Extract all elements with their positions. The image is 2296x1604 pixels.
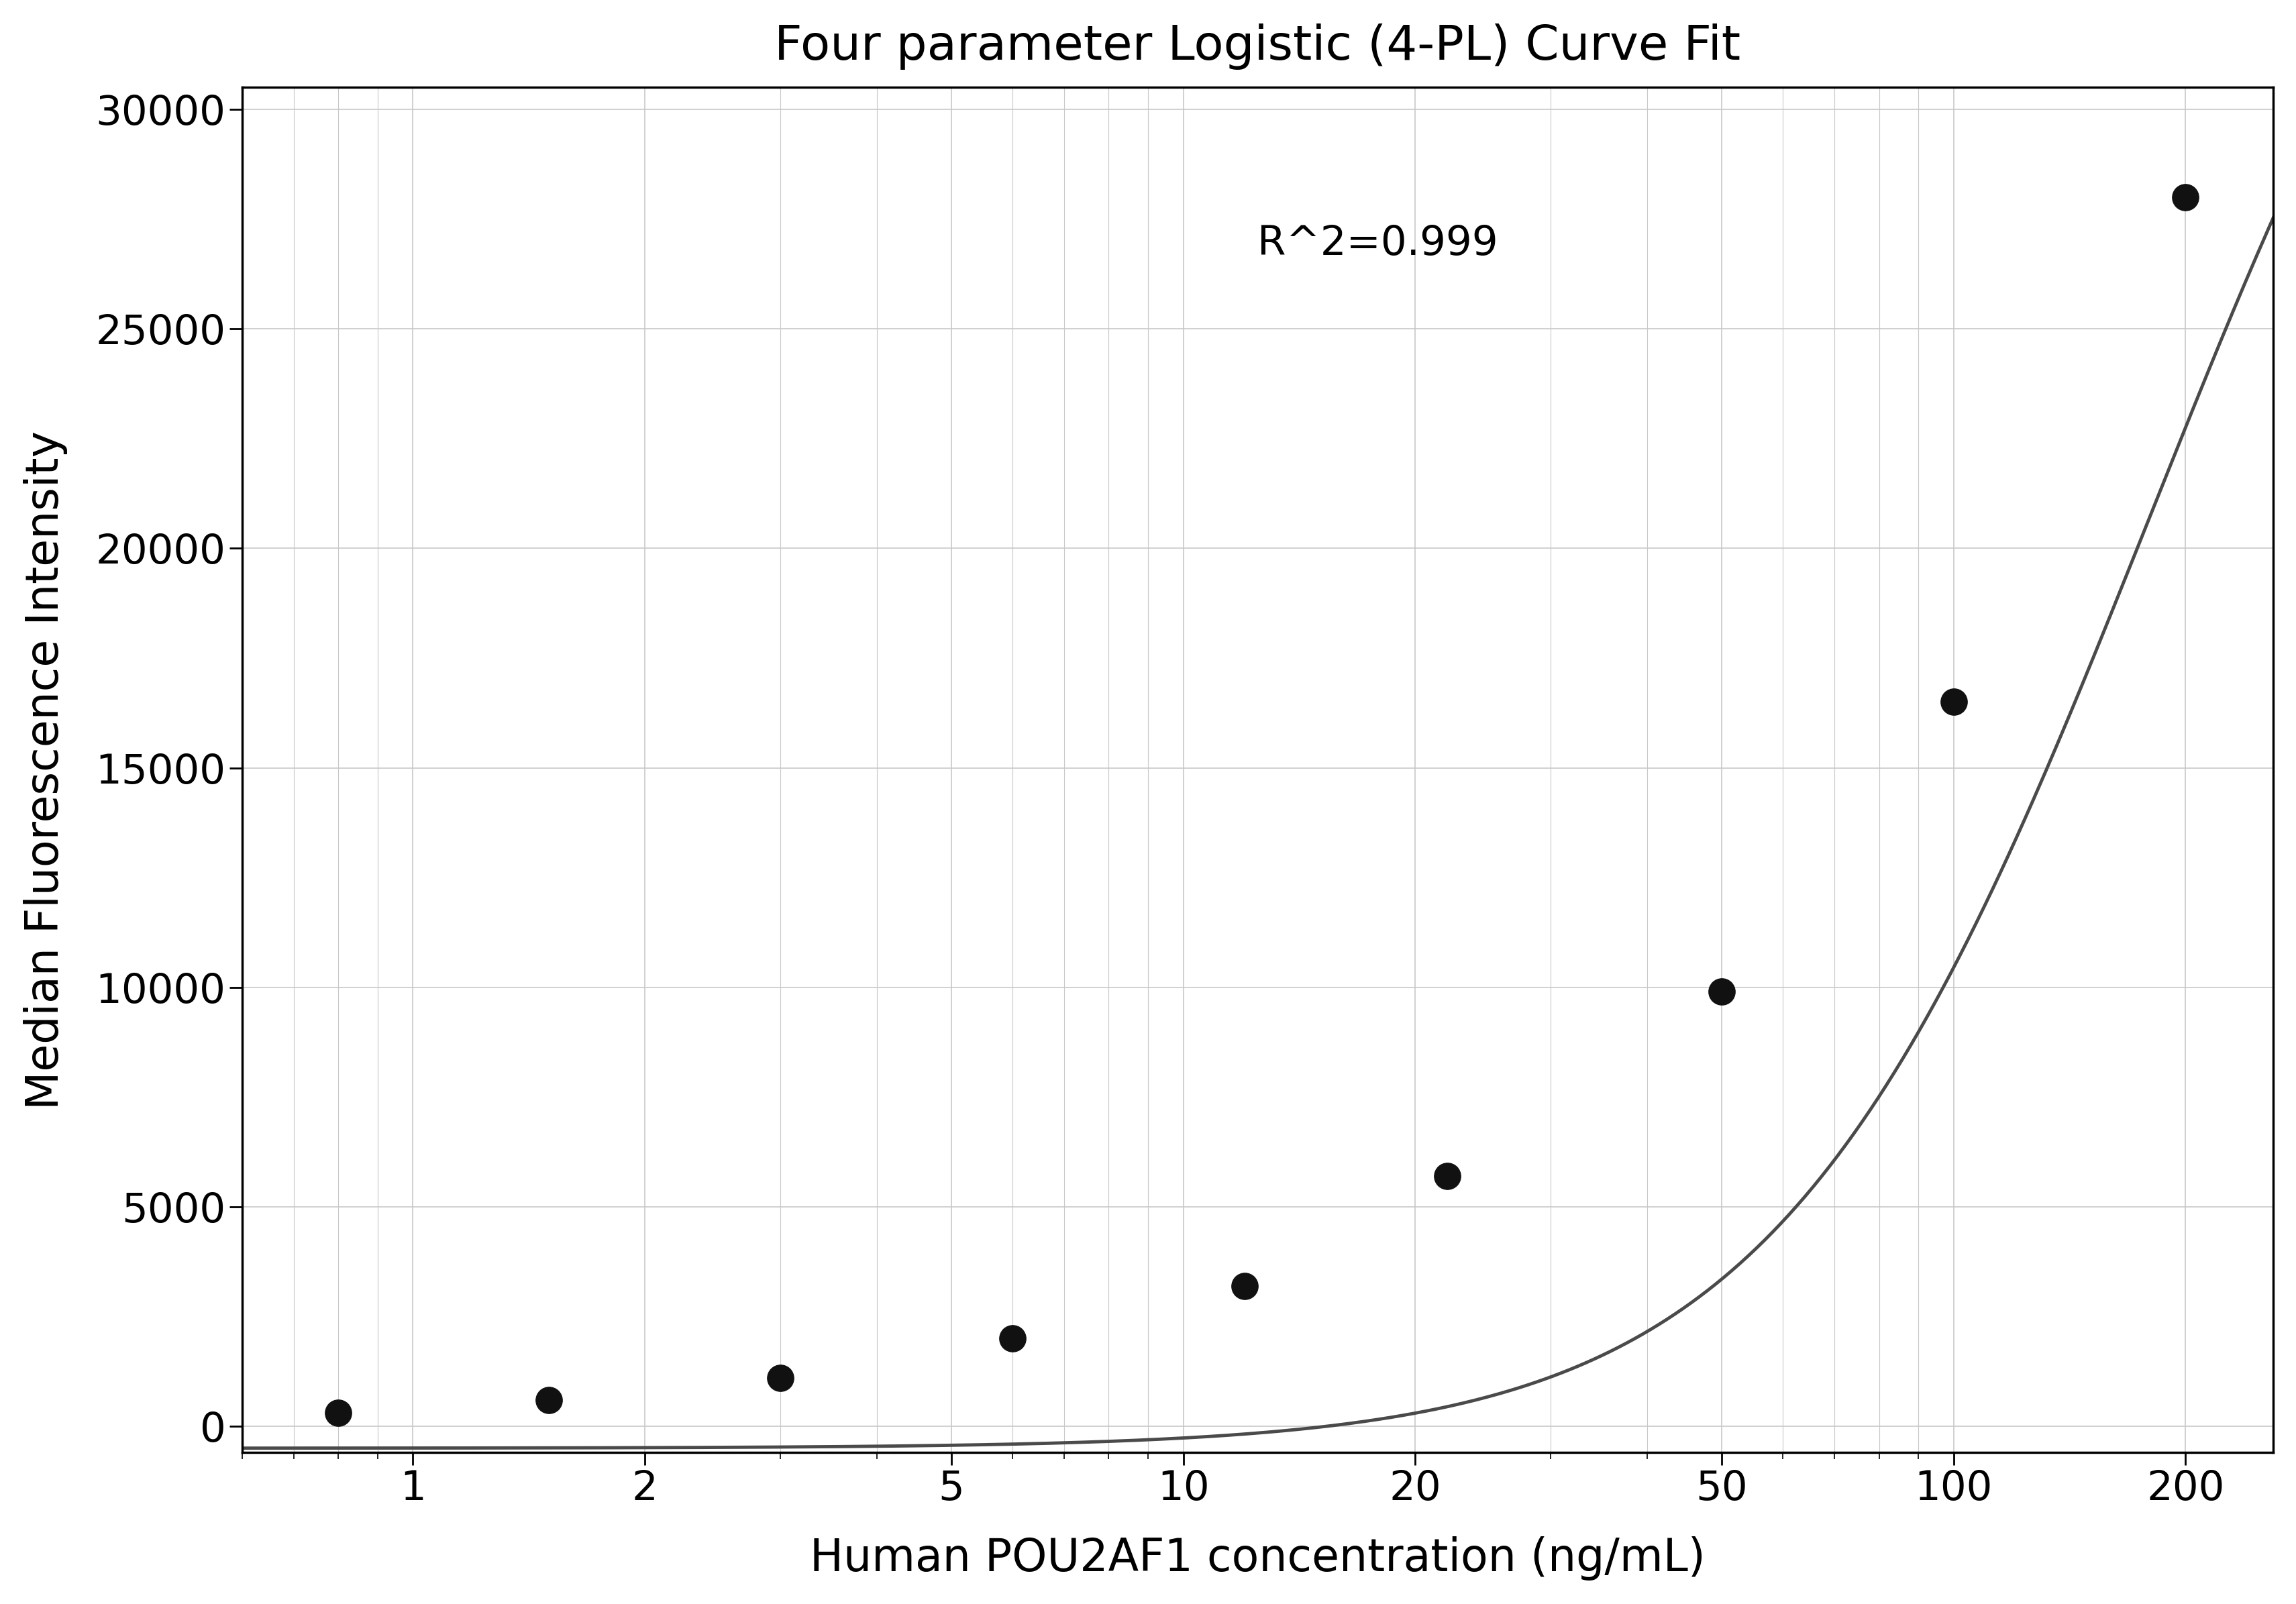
Point (1226, 1274, 1263, 1299)
Text: R^2=0.999: R^2=0.999 (1258, 225, 1497, 263)
Y-axis label: Median Fluorescence Intensity: Median Fluorescence Intensity (23, 430, 67, 1110)
Point (2167, 184, 2204, 210)
Point (319, 1400, 356, 1426)
Point (530, 1387, 567, 1413)
Point (994, 1325, 1031, 1351)
Point (762, 1365, 799, 1391)
Title: Four parameter Logistic (4-PL) Curve Fit: Four parameter Logistic (4-PL) Curve Fit (774, 24, 1740, 69)
Point (1428, 1163, 1465, 1189)
Point (1704, 978, 1740, 1004)
X-axis label: Human POU2AF1 concentration (ng/mL): Human POU2AF1 concentration (ng/mL) (810, 1537, 1706, 1580)
Point (1936, 690, 1972, 715)
